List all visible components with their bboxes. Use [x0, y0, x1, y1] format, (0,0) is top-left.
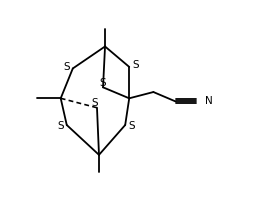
Text: S: S [100, 78, 106, 88]
Text: S: S [128, 121, 134, 131]
Text: S: S [57, 121, 64, 131]
Text: N: N [205, 96, 212, 106]
Text: S: S [132, 60, 139, 70]
Text: S: S [63, 62, 70, 72]
Text: S: S [92, 98, 98, 108]
